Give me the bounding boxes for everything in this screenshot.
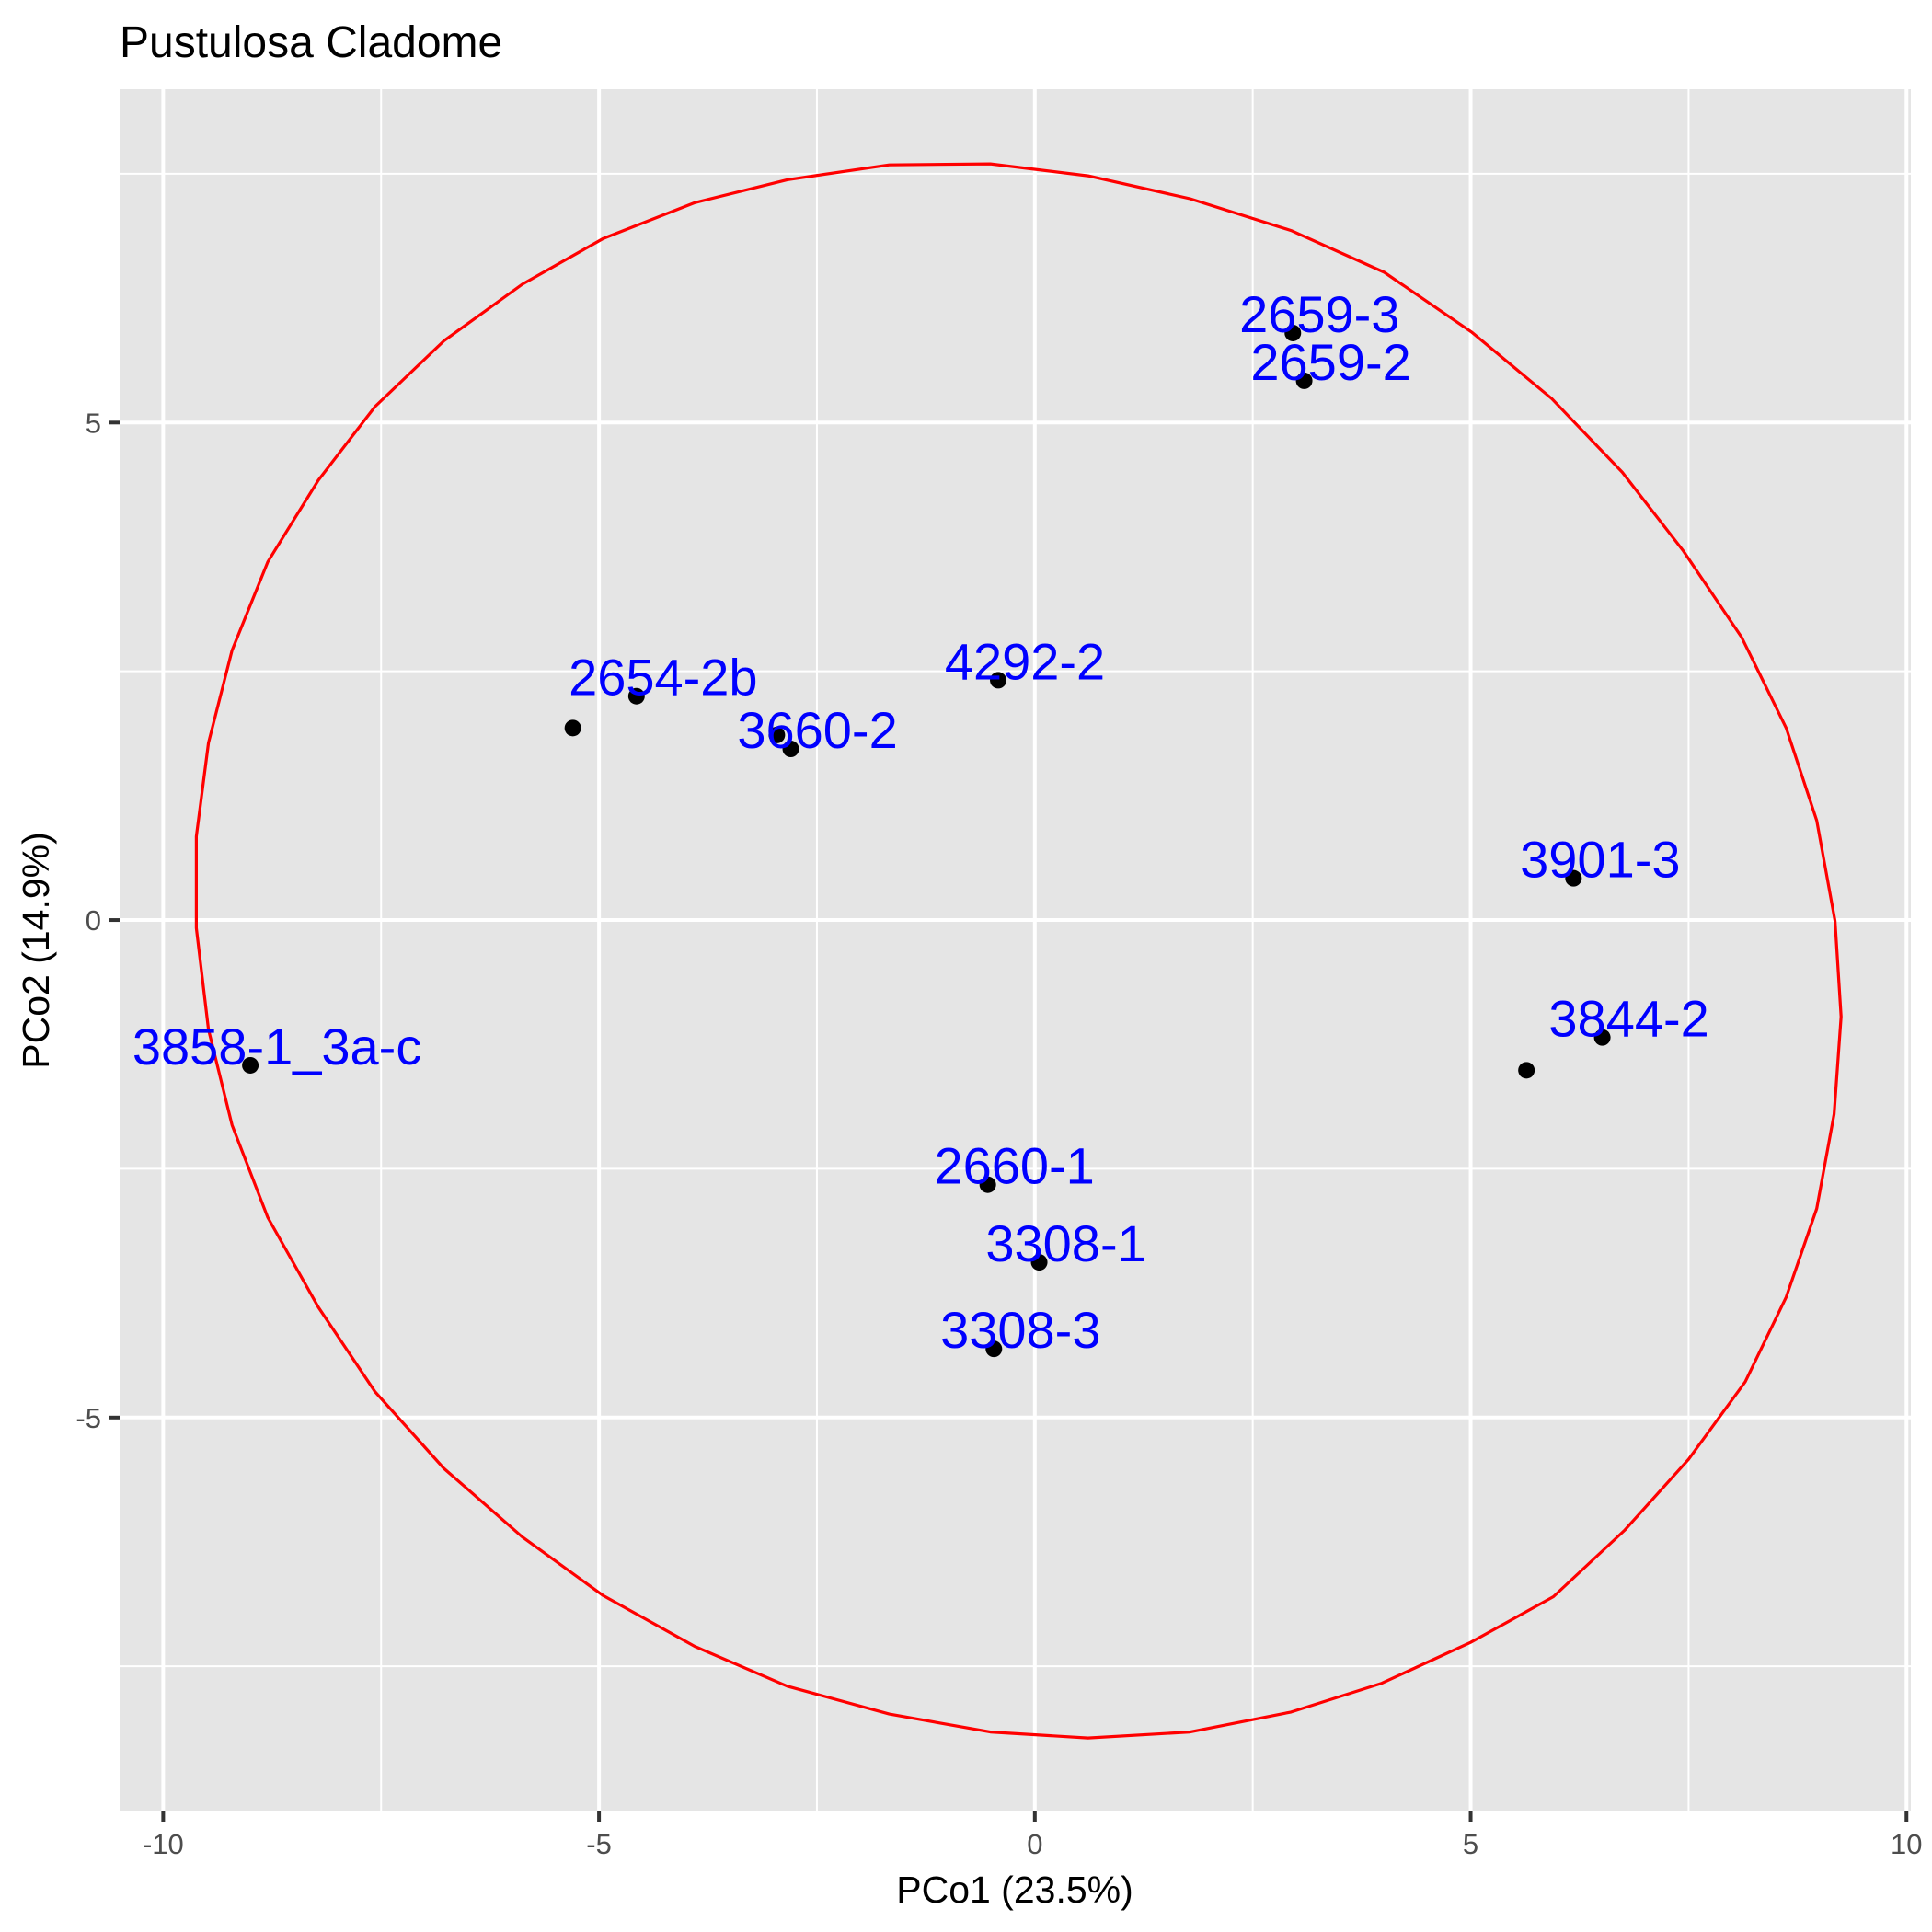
point-label: 3858-1_3a-c <box>132 1018 421 1075</box>
data-point <box>782 741 799 758</box>
point-label: 3660-2 <box>737 701 897 759</box>
point-label: 3308-1 <box>985 1214 1145 1272</box>
data-point <box>1295 372 1313 389</box>
point-label: 2654-2b <box>569 649 758 707</box>
x-tick-label: 5 <box>1463 1828 1478 1860</box>
y-tick-label: -5 <box>75 1402 101 1434</box>
x-tick-label: 0 <box>1027 1828 1042 1860</box>
data-point <box>242 1056 259 1074</box>
major-gridlines <box>120 89 1911 1811</box>
x-axis-title: PCo1 (23.5%) <box>896 1869 1133 1911</box>
data-points <box>242 324 1611 1358</box>
x-axis: -10 -5 0 5 10 <box>143 1811 1923 1860</box>
data-point <box>1565 869 1582 887</box>
x-tick-label: 10 <box>1891 1828 1922 1860</box>
minor-gridlines <box>120 89 1911 1811</box>
data-point <box>1284 324 1302 341</box>
y-tick-label: 5 <box>86 407 101 439</box>
chart-title: Pustulosa Cladome <box>120 18 502 67</box>
data-point <box>985 1340 1003 1358</box>
y-axis: -5 0 5 <box>75 407 120 1434</box>
data-point <box>564 719 581 737</box>
plot-panel <box>120 89 1911 1811</box>
point-label: 3308-3 <box>940 1301 1100 1359</box>
point-label: 2659-3 <box>1239 285 1399 343</box>
data-point <box>979 1176 996 1193</box>
point-label: 4292-2 <box>945 632 1105 690</box>
confidence-ellipse <box>194 162 1843 1740</box>
point-label: 3844-2 <box>1548 990 1708 1048</box>
point-label: 3901-3 <box>1520 831 1680 889</box>
x-tick-label: -10 <box>143 1828 184 1860</box>
data-point <box>990 672 1007 689</box>
x-tick-label: -5 <box>586 1828 612 1860</box>
data-point <box>1518 1062 1535 1079</box>
data-point <box>627 687 645 705</box>
y-axis-title: PCo2 (14.9%) <box>15 832 57 1069</box>
point-label: 2659-2 <box>1250 333 1410 391</box>
data-point <box>1030 1254 1048 1271</box>
y-tick-label: 0 <box>86 904 101 937</box>
point-label: 2660-1 <box>934 1137 1094 1195</box>
data-point <box>1593 1029 1611 1046</box>
data-point <box>768 726 786 743</box>
